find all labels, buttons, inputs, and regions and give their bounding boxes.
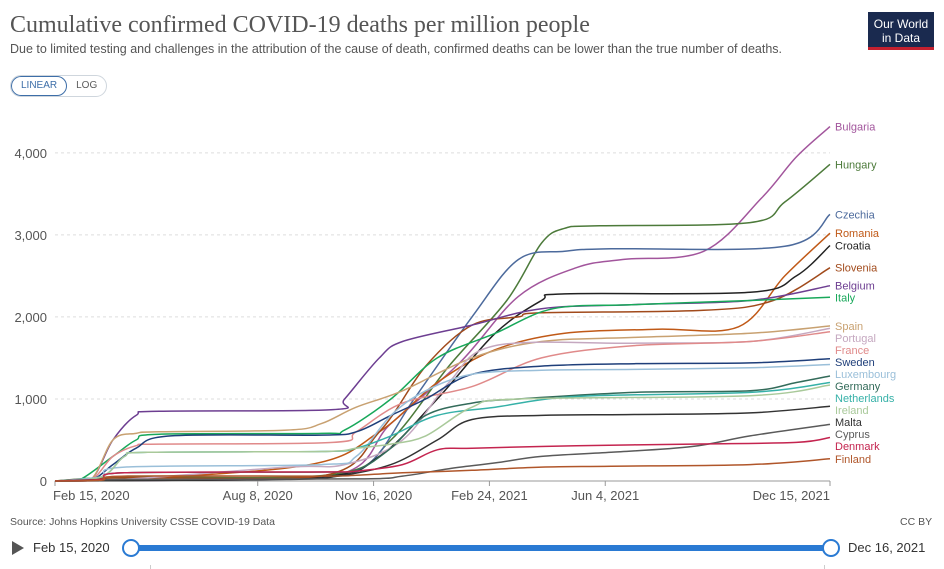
- x-tick-label: Nov 16, 2020: [335, 488, 412, 503]
- series-line-portugal[interactable]: [54, 327, 831, 482]
- end-label-slovenia[interactable]: Slovenia: [835, 263, 878, 275]
- series-line-ireland[interactable]: [54, 384, 831, 482]
- end-label-italy[interactable]: Italy: [835, 293, 856, 305]
- y-axis: 0 1,000 2,000 3,000 4,000: [14, 146, 47, 489]
- end-label-spain[interactable]: Spain: [835, 321, 863, 333]
- timeline-start-date: Feb 15, 2020: [33, 540, 110, 555]
- series-line-luxembourg[interactable]: [54, 363, 831, 482]
- series-line-finland[interactable]: [54, 458, 831, 482]
- end-label-netherlands[interactable]: Netherlands: [835, 393, 895, 405]
- source-note[interactable]: Source: Johns Hopkins University CSSE CO…: [10, 516, 275, 528]
- x-axis: Feb 15, 2020 Aug 8, 2020 Nov 16, 2020 Feb 2…: [53, 480, 831, 503]
- series-line-spain[interactable]: [54, 325, 831, 482]
- end-label-belgium[interactable]: Belgium: [835, 281, 875, 293]
- owid-logo[interactable]: Our World in Data: [868, 12, 934, 50]
- y-tick-label: 3,000: [14, 228, 47, 243]
- end-label-denmark[interactable]: Denmark: [835, 441, 880, 453]
- series-line-cyprus[interactable]: [54, 423, 831, 482]
- y-tick-label: 2,000: [14, 310, 47, 325]
- timeline-start-handle[interactable]: [122, 539, 140, 557]
- end-label-hungary[interactable]: Hungary: [835, 159, 877, 171]
- timeline-end-date: Dec 16, 2021: [848, 540, 926, 555]
- play-icon[interactable]: [12, 541, 24, 555]
- series-line-malta[interactable]: [54, 405, 831, 482]
- series-line-sweden[interactable]: [54, 358, 831, 482]
- x-tick-label: Aug 8, 2020: [223, 488, 293, 503]
- logo-line-2: in Data: [881, 31, 921, 45]
- series-line-slovenia[interactable]: [54, 267, 831, 482]
- line-chart: 0 1,000 2,000 3,000 4,000 Feb 15, 2020 Aug 8,…: [14, 122, 896, 503]
- linear-scale-button[interactable]: LINEAR: [11, 76, 68, 96]
- end-label-ireland[interactable]: Ireland: [835, 405, 869, 417]
- timeline-track[interactable]: [128, 545, 832, 551]
- chart-subtitle: Due to limited testing and challenges in…: [10, 42, 783, 56]
- end-label-germany[interactable]: Germany: [835, 381, 881, 393]
- y-tick-label: 0: [40, 474, 47, 489]
- chart-title: Cumulative confirmed COVID-19 deaths per…: [10, 12, 590, 38]
- end-label-bulgaria[interactable]: Bulgaria: [835, 122, 876, 134]
- tab-divider: [150, 565, 825, 569]
- x-tick-label: Feb 24, 2021: [451, 488, 528, 503]
- x-tick-label: Jun 4, 2021: [571, 488, 639, 503]
- x-tick-label: Dec 15, 2021: [753, 488, 830, 503]
- series-lines: [54, 126, 831, 482]
- y-tick-label: 4,000: [14, 146, 47, 161]
- end-label-sweden[interactable]: Sweden: [835, 357, 875, 369]
- end-label-finland[interactable]: Finland: [835, 454, 871, 466]
- series-line-italy[interactable]: [54, 296, 831, 482]
- series-line-bulgaria[interactable]: [54, 126, 831, 482]
- end-label-portugal[interactable]: Portugal: [835, 333, 876, 345]
- license-note[interactable]: CC BY: [900, 516, 933, 528]
- log-scale-button[interactable]: LOG: [76, 80, 98, 91]
- y-tick-label: 1,000: [14, 392, 47, 407]
- series-line-denmark[interactable]: [54, 436, 831, 482]
- timeline-end-handle[interactable]: [822, 539, 840, 557]
- end-label-malta[interactable]: Malta: [835, 417, 863, 429]
- end-label-czechia[interactable]: Czechia: [835, 209, 876, 221]
- end-label-luxembourg[interactable]: Luxembourg: [835, 369, 896, 381]
- scale-toggle[interactable]: LINEAR LOG: [10, 75, 108, 97]
- end-label-cyprus[interactable]: Cyprus: [835, 429, 870, 441]
- end-label-romania[interactable]: Romania: [835, 228, 880, 240]
- end-label-croatia[interactable]: Croatia: [835, 241, 871, 253]
- end-label-france[interactable]: France: [835, 345, 869, 357]
- logo-line-1: Our World: [873, 17, 929, 31]
- x-tick-label: Feb 15, 2020: [53, 488, 130, 503]
- timeline: Feb 15, 2020 Dec 16, 2021: [0, 533, 944, 563]
